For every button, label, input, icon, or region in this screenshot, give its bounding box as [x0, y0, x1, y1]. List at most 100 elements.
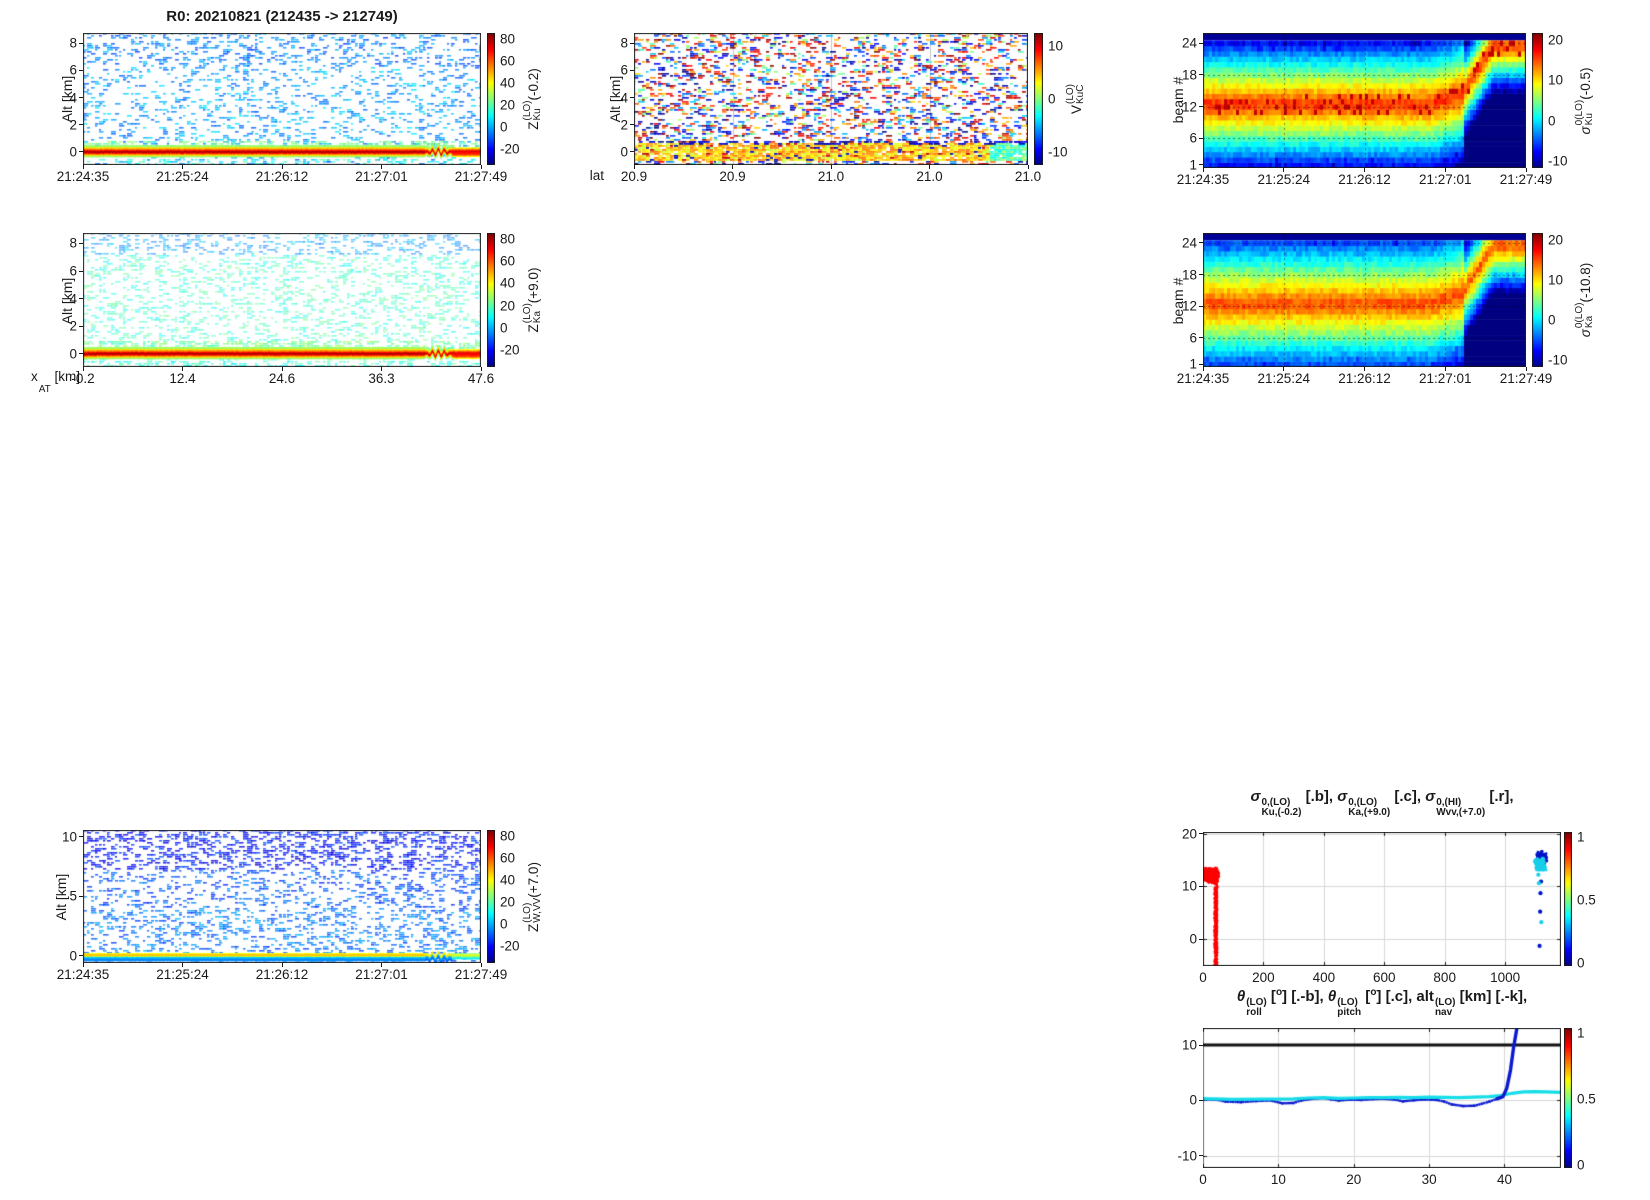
x-tick-mark	[480, 367, 482, 371]
y-tick-label: 6	[1189, 330, 1197, 346]
x-tick-label: 200	[1252, 970, 1275, 985]
colorbar-tick-label: 0.5	[1577, 892, 1596, 908]
colorbar-tick-label: 80	[500, 231, 516, 247]
y-tick-label: 6	[620, 62, 628, 78]
colorbar-tick-label: -10	[1548, 153, 1568, 169]
x-tick-label: 21:27:49	[454, 169, 508, 184]
x-tick-label: 21:24:35	[1176, 371, 1230, 386]
x-tick-mark	[1364, 168, 1365, 172]
plot-canvas-p4	[83, 233, 481, 367]
colorbar-tick-label: -20	[500, 342, 520, 358]
y-tick-mark	[1199, 885, 1203, 887]
y-tick-label: 6	[1189, 130, 1197, 146]
x-tick-label: 21:24:35	[56, 967, 110, 982]
colorbar-tick-label: 0	[1548, 312, 1556, 328]
x-tick-label: 20.9	[719, 169, 746, 184]
y-tick-label: 12	[1181, 99, 1197, 115]
y-tick-label: 18	[1181, 67, 1197, 83]
y-tick-mark	[1199, 106, 1203, 108]
x-tick-label: 24.6	[268, 371, 296, 386]
colorbar-tick-label: 20	[1548, 232, 1564, 248]
x-tick-mark	[480, 963, 482, 967]
colorbar-tick-label: 0	[500, 320, 508, 336]
colorbar-tick-label: 80	[500, 828, 516, 844]
x-tick-mark	[1444, 367, 1446, 371]
x-tick-label: 21.0	[817, 169, 845, 184]
colorbar-tick-label: 20	[500, 894, 516, 910]
y-tick-mark	[79, 325, 83, 327]
x-tick-label: 1000	[1490, 970, 1521, 985]
x-tick-label: 10	[1270, 1172, 1286, 1187]
x-tick-label: 21:25:24	[1257, 371, 1311, 386]
x-tick-label: 47.6	[467, 371, 495, 386]
x-tick-mark	[1027, 165, 1029, 169]
colorbar-tick-label: 40	[500, 872, 516, 888]
x-tick-mark	[1202, 168, 1204, 172]
plot-canvas-p3	[1203, 33, 1526, 168]
colorbar-tick-label: 0	[1577, 1157, 1585, 1173]
x-tick-mark	[830, 165, 832, 169]
y-tick-mark	[79, 270, 83, 272]
x-tick-label: 30	[1421, 1172, 1437, 1187]
x-tick-mark	[82, 963, 84, 967]
y-tick-mark	[79, 151, 83, 153]
colorbar-tick-label: 20	[500, 298, 516, 314]
y-tick-mark	[1199, 274, 1203, 276]
y-tick-mark	[1199, 938, 1203, 940]
x-tick-label: 40	[1496, 1172, 1512, 1187]
colorbar-label-p6: Z (LO) W,VV (+7.0)	[521, 861, 543, 932]
plot-canvas-p7	[1203, 832, 1561, 966]
x-tick-mark	[281, 165, 283, 169]
y-tick-label: 10	[1181, 878, 1197, 894]
colorbar-tick-label: 10	[1048, 38, 1064, 54]
x-tick-label: 21:24:35	[1176, 172, 1230, 187]
y-tick-mark	[1199, 1155, 1203, 1157]
colorbar-tick-label: 60	[500, 53, 516, 68]
y-tick-mark	[79, 42, 83, 44]
colorbar-tick-label: -20	[500, 141, 520, 156]
y-tick-mark	[1199, 363, 1203, 365]
y-tick-mark	[79, 955, 83, 957]
x-tick-label: 12.4	[169, 371, 196, 386]
y-tick-mark	[79, 124, 83, 126]
colorbar-p1	[487, 33, 495, 165]
colorbar-label-p5: σ 0(LO) Ka (-10.8)	[1573, 262, 1595, 338]
colorbar-tick-label: -20	[500, 938, 520, 954]
x-tick-label: 21:26:12	[1338, 371, 1391, 386]
x-tick-mark	[1283, 168, 1285, 172]
x-tick-label: 21:27:49	[454, 967, 508, 982]
colorbar-tick-label: 0.5	[1577, 1091, 1596, 1107]
y-tick-label: 8	[620, 35, 628, 51]
x-tick-label: 20	[1346, 1172, 1362, 1187]
colorbar-tick-label: 40	[500, 275, 516, 291]
x-tick-mark	[381, 165, 382, 169]
y-tick-label: 0	[1189, 931, 1197, 947]
x-tick-label: -0.2	[71, 371, 95, 386]
y-tick-label: 0	[620, 144, 628, 160]
colorbar-p8	[1564, 1028, 1572, 1168]
colorbar-label-p4: Z (LO) Ka (+9.0)	[521, 267, 543, 333]
y-tick-label: 0	[1189, 1092, 1197, 1108]
colorbar-tick-label: 0	[1048, 91, 1056, 107]
colorbar-p3	[1532, 33, 1543, 168]
colorbar-p5	[1532, 233, 1543, 367]
y-tick-label: 8	[69, 35, 77, 51]
colorbar-tick-label: 60	[500, 850, 516, 866]
x-tick-mark	[82, 367, 84, 371]
attitude-title: θ (LO) roll [o] [.-b], θ (LO) pitch [o] [.c]…	[1236, 987, 1528, 1019]
x-tick-mark	[281, 367, 283, 371]
x-tick-mark	[182, 963, 183, 967]
colorbar-tick-label: 60	[500, 253, 516, 269]
x-tick-mark	[381, 963, 382, 967]
x-tick-mark	[732, 165, 733, 169]
colorbar-tick-label: 20	[1548, 32, 1564, 48]
x-tick-mark	[1525, 367, 1527, 371]
y-tick-mark	[1199, 833, 1203, 835]
y-tick-label: 1	[1189, 157, 1197, 173]
colorbar-tick-label: 80	[500, 31, 516, 46]
colorbar-tick-label: -10	[1548, 352, 1568, 368]
colorbar-label-p1: Z (LO) Ku (-0.2)	[521, 68, 543, 130]
colorbar-label-p2: V (LO) KuC	[1064, 84, 1086, 115]
x-tick-label: 800	[1433, 970, 1456, 985]
